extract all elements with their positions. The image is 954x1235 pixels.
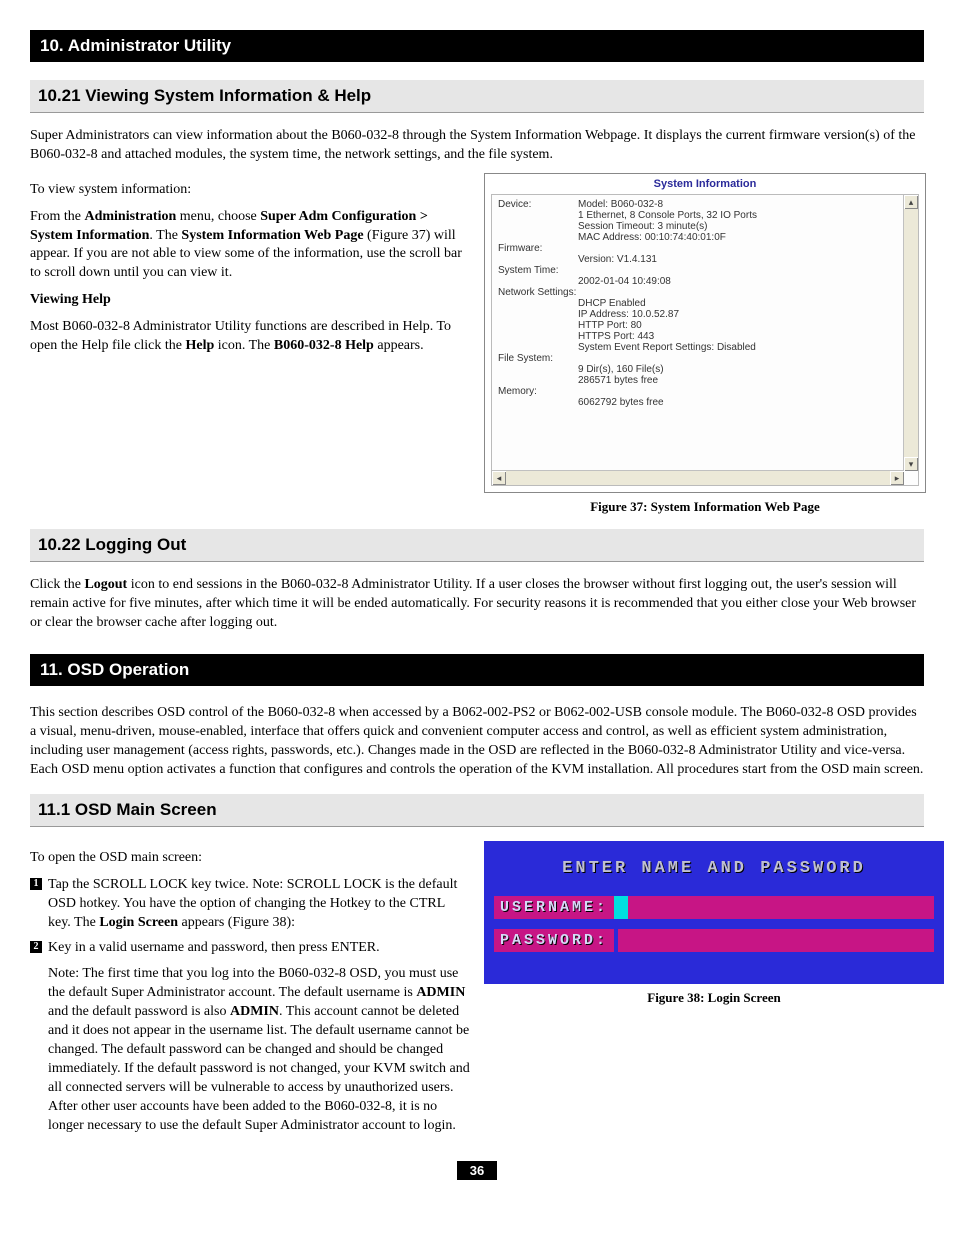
to-view-label: To view system information:	[30, 181, 470, 200]
nav-instructions: From the Administration menu, choose Sup…	[30, 208, 470, 284]
intro-paragraph: Super Administrators can view informatio…	[30, 127, 924, 165]
osd-password-field[interactable]	[618, 929, 934, 952]
vertical-scrollbar[interactable]: ▴ ▾	[903, 195, 918, 471]
osd-title: ENTER NAME AND PASSWORD	[494, 859, 934, 878]
chapter-heading-11: 11. OSD Operation	[30, 654, 924, 686]
step-2: 2 Key in a valid username and password, …	[30, 939, 470, 958]
si-label-network: Network Settings:	[498, 287, 594, 298]
scroll-up-icon[interactable]: ▴	[904, 195, 918, 209]
osd-cursor	[614, 896, 628, 919]
scroll-down-icon[interactable]: ▾	[904, 457, 918, 471]
step-1-badge: 1	[30, 878, 42, 890]
section-heading-10-22: 10.22 Logging Out	[30, 529, 924, 562]
osd-username-field[interactable]	[628, 896, 934, 919]
si-label-memory: Memory:	[498, 386, 578, 397]
logout-paragraph: Click the Logout icon to end sessions in…	[30, 576, 924, 633]
scroll-right-icon[interactable]: ▸	[890, 471, 904, 485]
system-info-panel: System Information Device:Model: B060-03…	[484, 173, 926, 493]
si-label-firmware: Firmware:	[498, 243, 578, 254]
horizontal-scrollbar[interactable]: ◂ ▸	[492, 470, 904, 485]
viewing-help-heading: Viewing Help	[30, 291, 470, 310]
step-2-badge: 2	[30, 941, 42, 953]
page-number: 36	[457, 1161, 497, 1180]
osd-login-screen: ENTER NAME AND PASSWORD USERNAME: PASSWO…	[484, 841, 944, 984]
to-open-label: To open the OSD main screen:	[30, 849, 470, 868]
step-1: 1 Tap the SCROLL LOCK key twice. Note: S…	[30, 876, 470, 933]
system-info-title: System Information	[485, 174, 925, 194]
scroll-left-icon[interactable]: ◂	[492, 471, 506, 485]
figure-38-caption: Figure 38: Login Screen	[484, 990, 944, 1006]
login-note: Note: The first time that you log into t…	[30, 965, 470, 1135]
osd-password-label: PASSWORD:	[494, 929, 614, 952]
section-heading-10-21: 10.21 Viewing System Information & Help	[30, 80, 924, 113]
chapter-heading-10: 10. Administrator Utility	[30, 30, 924, 62]
si-label-systime: System Time:	[498, 265, 578, 276]
si-label-device: Device:	[498, 199, 578, 210]
osd-intro-paragraph: This section describes OSD control of th…	[30, 704, 924, 780]
si-label-filesys: File System:	[498, 353, 578, 364]
osd-username-label: USERNAME:	[494, 896, 614, 919]
section-heading-11-1: 11.1 OSD Main Screen	[30, 794, 924, 827]
figure-37-caption: Figure 37: System Information Web Page	[484, 499, 926, 515]
help-instructions: Most B060-032-8 Administrator Utility fu…	[30, 318, 470, 356]
